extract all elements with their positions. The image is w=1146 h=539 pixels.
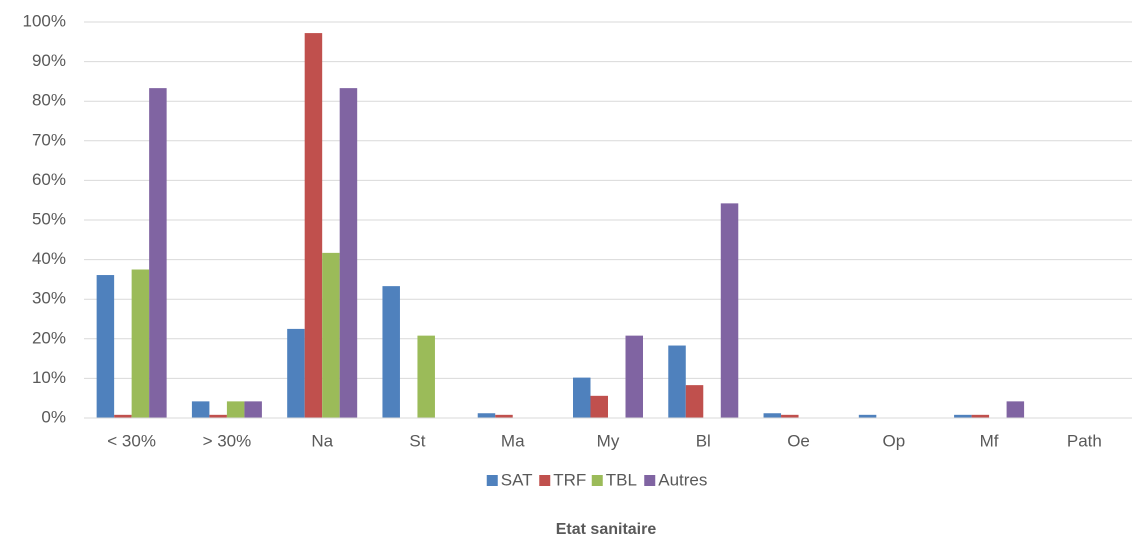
y-tick-label: 10% — [32, 368, 66, 387]
bar — [625, 335, 643, 418]
bar — [1006, 401, 1025, 418]
y-tick-label: 60% — [32, 170, 66, 189]
x-tick-label: Na — [311, 431, 333, 450]
y-tick-label: 70% — [32, 130, 66, 149]
bar — [226, 401, 245, 418]
x-tick-label: St — [409, 431, 425, 450]
bar — [382, 286, 400, 418]
bar — [858, 414, 877, 418]
bar — [131, 269, 150, 418]
legend-label: TRF — [553, 470, 586, 489]
bar — [114, 414, 132, 418]
bar — [971, 414, 990, 418]
x-tick-label: > 30% — [203, 431, 252, 450]
y-tick-label: 20% — [32, 328, 66, 347]
legend-swatch — [539, 475, 551, 486]
legend-label: Autres — [658, 470, 707, 489]
x-tick-label: Bl — [696, 431, 711, 450]
bar — [149, 88, 167, 418]
bar — [477, 413, 496, 418]
x-tick-label: Ma — [501, 431, 525, 450]
x-tick-label: Mf — [980, 431, 999, 450]
y-tick-label: 40% — [32, 249, 66, 268]
legend-swatch — [486, 475, 498, 486]
bar — [781, 414, 799, 418]
bar — [495, 414, 513, 418]
bar — [96, 275, 115, 418]
x-tick-label: Path — [1067, 431, 1102, 450]
bar — [191, 401, 210, 418]
y-tick-label: 0% — [41, 407, 66, 426]
x-axis-title: Etat sanitaire — [556, 521, 657, 538]
y-tick-label: 80% — [32, 91, 66, 110]
bar — [339, 88, 358, 418]
bar — [685, 385, 704, 418]
bar — [954, 414, 972, 418]
bar — [287, 328, 305, 418]
legend-swatch — [591, 475, 603, 486]
y-tick-label: 50% — [32, 209, 66, 228]
bar — [417, 335, 435, 418]
x-tick-label: Op — [882, 431, 905, 450]
bar — [244, 401, 262, 418]
bar — [590, 395, 608, 418]
bar — [209, 414, 227, 418]
bar — [322, 252, 340, 418]
legend-label: SAT — [501, 470, 533, 489]
y-tick-label: 30% — [32, 289, 66, 308]
bar — [668, 345, 686, 418]
bar — [573, 377, 591, 418]
legend-label: TBL — [606, 470, 637, 489]
x-tick-label: Oe — [787, 431, 810, 450]
legend-swatch — [644, 475, 656, 486]
y-tick-label: 90% — [32, 51, 66, 70]
y-tick-label: 100% — [23, 11, 66, 30]
x-tick-label: My — [597, 431, 620, 450]
bar — [720, 203, 739, 418]
bar — [304, 33, 323, 418]
bar — [763, 413, 782, 418]
x-tick-label: < 30% — [107, 431, 156, 450]
